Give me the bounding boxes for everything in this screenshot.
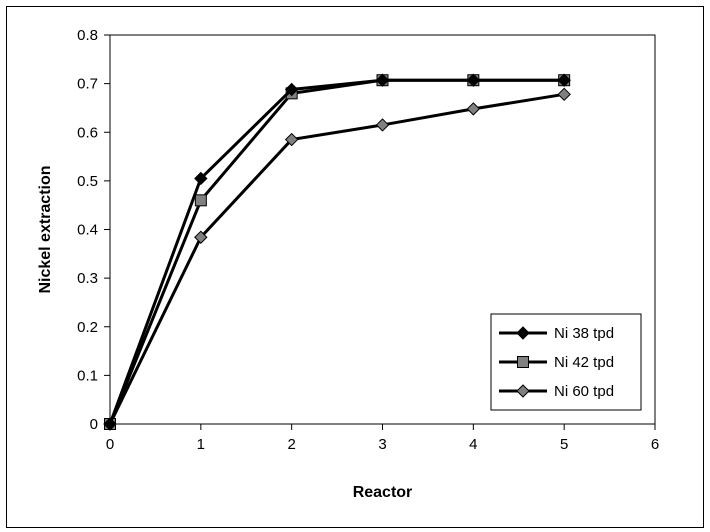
x-tick-label: 4 [469, 436, 477, 453]
legend: Ni 38 tpd Ni 42 tpd Ni 60 tpd [490, 313, 642, 411]
x-tick-label: 1 [197, 436, 205, 453]
y-tick-label: 0.5 [77, 173, 98, 190]
data-point [375, 118, 390, 132]
x-tick-label: 3 [378, 436, 386, 453]
x-axis-title: Reactor [353, 484, 413, 501]
x-axis: 0 1 2 3 4 5 6 [106, 424, 659, 453]
y-tick-label: 0.6 [77, 124, 98, 141]
data-point [557, 73, 571, 87]
legend-item: Ni 60 tpd [499, 383, 614, 400]
y-tick-label: 0.3 [77, 270, 98, 287]
legend-marker [517, 356, 529, 368]
legend-marker [516, 326, 530, 340]
y-tick-label: 0 [90, 416, 98, 433]
data-point [284, 82, 299, 97]
y-tick-label: 0.7 [77, 76, 98, 93]
data-point [194, 230, 208, 244]
x-tick-label: 2 [287, 436, 295, 453]
chart-frame [6, 6, 704, 528]
data-point [557, 87, 571, 102]
legend-label: Ni 60 tpd [554, 383, 614, 400]
data-point [103, 417, 117, 431]
legend-marker [516, 384, 530, 398]
data-point [375, 73, 390, 87]
x-tick-label: 6 [651, 436, 659, 453]
data-point [466, 73, 481, 87]
y-tick-label: 0.8 [77, 27, 98, 44]
data-point [194, 194, 207, 207]
data-point [284, 132, 299, 147]
legend-label: Ni 38 tpd [554, 325, 614, 342]
y-axis-title: Nickel extraction [37, 165, 54, 293]
x-tick-label: 0 [106, 436, 114, 453]
x-tick-label: 5 [560, 436, 568, 453]
series-1 [103, 73, 571, 431]
y-axis: 0 0.1 0.2 0.3 0.4 0.5 0.6 0.7 0.8 [77, 27, 110, 433]
legend-item: Ni 38 tpd [499, 325, 614, 342]
y-tick-label: 0.4 [77, 222, 98, 239]
series-line [108, 78, 565, 425]
legend-label: Ni 42 tpd [554, 354, 614, 371]
y-tick-label: 0.2 [77, 319, 98, 336]
legend-item: Ni 42 tpd [499, 354, 614, 371]
data-point [466, 102, 481, 116]
series-3 [103, 87, 571, 431]
y-tick-label: 0.1 [77, 367, 98, 384]
series-layer [103, 73, 571, 431]
series-line [108, 92, 565, 425]
data-point [194, 171, 208, 186]
